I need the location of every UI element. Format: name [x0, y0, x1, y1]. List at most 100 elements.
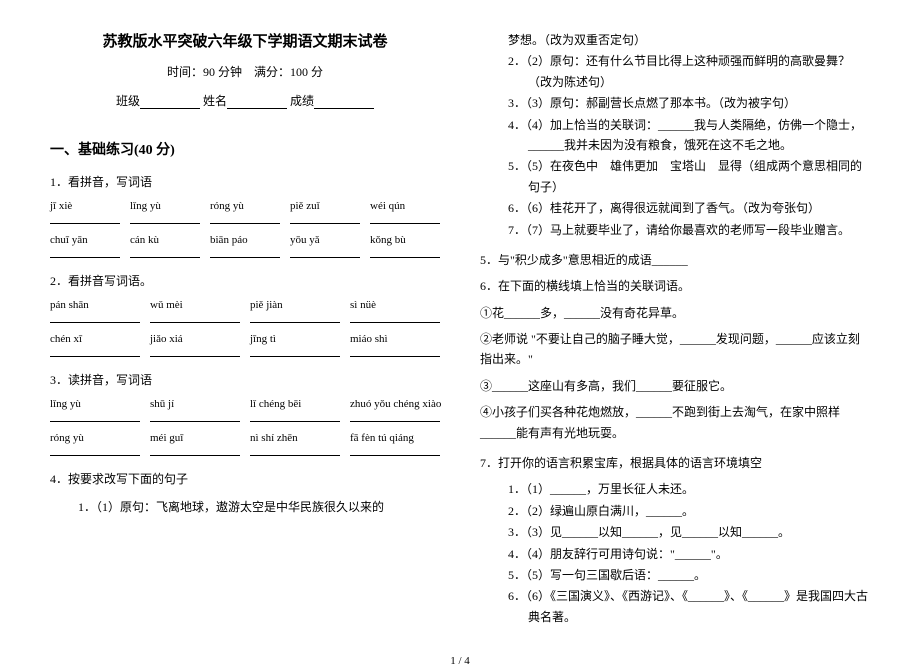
q4-item-text: （1）原句：飞离地球，遨游太空是中华民族很久以来的	[96, 500, 384, 514]
pinyin-cell: fā fèn tú qiáng	[350, 432, 440, 444]
answer-blank	[210, 248, 280, 258]
question-4: 4．按要求改写下面的句子 1．（1）原句：飞离地球，遨游太空是中华民族很久以来的	[50, 470, 440, 517]
q2-pinyin-row-1: pán shān wǔ mèi piě jiàn sì nüè	[50, 299, 440, 311]
q6-line: ②老师说 "不要让自己的脑子睡大觉，______发现问题，______应该立刻指…	[480, 329, 870, 370]
pinyin-cell: pán shān	[50, 299, 140, 311]
list-item: 3．（3）见______以知______，见______以知______。	[508, 522, 870, 542]
answer-blank	[50, 214, 120, 224]
pinyin-cell: sì nüè	[350, 299, 440, 311]
answer-blank	[210, 214, 280, 224]
pinyin-cell: chuī yān	[50, 234, 120, 246]
q1-label: 1．看拼音，写词语	[50, 173, 440, 190]
q4-item-text: （7）马上就要毕业了，请给你最喜欢的老师写一段毕业赠言。	[526, 223, 850, 237]
pinyin-cell: piě zuǐ	[290, 200, 360, 212]
list-item: 梦想。（改为双重否定句）	[508, 30, 870, 50]
answer-blank	[150, 412, 240, 422]
list-item: 1．（1）原句：飞离地球，遨游太空是中华民族很久以来的	[78, 497, 440, 517]
q4-items: 1．（1）原句：飞离地球，遨游太空是中华民族很久以来的	[50, 497, 440, 517]
field-class-blank	[140, 95, 200, 109]
right-column: 梦想。（改为双重否定句） 2．（2）原句：还有什么节目比得上这种顽强而鲜明的高歌…	[480, 30, 870, 637]
q7-item-text: （4）朋友辞行可用诗句说："______"。	[526, 547, 728, 561]
question-6: 6．在下面的横线填上恰当的关联词语。 ①花______多，______没有奇花异…	[480, 276, 870, 443]
exam-title: 苏教版水平突破六年级下学期语文期末试卷	[50, 30, 440, 51]
q4-label: 4．按要求改写下面的句子	[50, 470, 440, 487]
q5: 5．与"积少成多"意思相近的成语______	[480, 250, 870, 270]
student-fields: 班级 姓名 成绩	[50, 92, 440, 109]
left-column: 苏教版水平突破六年级下学期语文期末试卷 时间：90 分钟 满分：100 分 班级…	[50, 30, 440, 637]
q4-item-text: （2）原句：还有什么节目比得上这种顽强而鲜明的高歌曼舞？（改为陈述句）	[526, 54, 850, 88]
answer-blank	[250, 446, 340, 456]
q6-line: ③______这座山有多高，我们______要征服它。	[480, 376, 870, 396]
pinyin-cell: lǐng yù	[130, 200, 200, 212]
q7-items: 1．（1）______，万里长征人未还。 2．（2）绿遍山原白满川，______…	[480, 479, 870, 627]
pinyin-cell: piě jiàn	[250, 299, 340, 311]
answer-blank	[350, 313, 440, 323]
list-item: 5．（5）写一句三国歇后语：______。	[508, 565, 870, 585]
question-2: 2．看拼音写词语。 pán shān wǔ mèi piě jiàn sì nü…	[50, 272, 440, 357]
q2-pinyin-row-2: chén xī jiǎo xiá jīng tì miáo shì	[50, 333, 440, 345]
field-name-label: 姓名	[203, 94, 227, 108]
answer-blank	[50, 347, 140, 357]
exam-meta: 时间：90 分钟 满分：100 分	[50, 63, 440, 80]
answer-blank	[50, 248, 120, 258]
answer-blank	[290, 214, 360, 224]
q3-label: 3．读拼音，写词语	[50, 371, 440, 388]
answer-blank	[370, 248, 440, 258]
q7-label: 7．打开你的语言积累宝库，根据具体的语言环境填空	[480, 453, 870, 473]
section1-heading: 一、基础练习(40 分)	[50, 139, 440, 159]
answer-blank	[250, 412, 340, 422]
answer-blank-row	[50, 347, 440, 357]
pinyin-cell: lǐng yù	[50, 398, 140, 410]
list-item: 6．（6）桂花开了，离得很远就闻到了香气。（改为夸张句）	[508, 198, 870, 218]
answer-blank	[250, 347, 340, 357]
pinyin-cell: yōu yǎ	[290, 234, 360, 246]
pinyin-cell: miáo shì	[350, 333, 440, 345]
pinyin-cell: chén xī	[50, 333, 140, 345]
q7-item-text: （3）见______以知______，见______以知______。	[526, 525, 790, 539]
pinyin-cell: nì shí zhēn	[250, 432, 340, 444]
q7-item-text: （5）写一句三国歇后语：______。	[526, 568, 706, 582]
q6-line: ①花______多，______没有奇花异草。	[480, 303, 870, 323]
list-item: 2．（2）绿遍山原白满川，______。	[508, 501, 870, 521]
pinyin-cell: jī xiè	[50, 200, 120, 212]
answer-blank-row	[50, 412, 440, 422]
list-item: 3．（3）原句：郝副营长点燃了那本书。（改为被字句）	[508, 93, 870, 113]
answer-blank	[250, 313, 340, 323]
q4-item-text: （4）加上恰当的关联词：______我与人类隔绝，仿佛一个隐士，______我并…	[526, 118, 862, 152]
field-score-blank	[314, 95, 374, 109]
question-7: 7．打开你的语言积累宝库，根据具体的语言环境填空 1．（1）______，万里长…	[480, 453, 870, 627]
answer-blank	[130, 214, 200, 224]
q1-pinyin-row-2: chuī yān cán kù biān páo yōu yǎ kǒng bù	[50, 234, 440, 246]
answer-blank	[290, 248, 360, 258]
list-item: 7．（7）马上就要毕业了，请给你最喜欢的老师写一段毕业赠言。	[508, 220, 870, 240]
q4-continued: 梦想。（改为双重否定句） 2．（2）原句：还有什么节目比得上这种顽强而鲜明的高歌…	[480, 30, 870, 240]
answer-blank	[350, 446, 440, 456]
list-item: 2．（2）原句：还有什么节目比得上这种顽强而鲜明的高歌曼舞？（改为陈述句）	[508, 51, 870, 92]
answer-blank	[130, 248, 200, 258]
q7-item-text: （2）绿遍山原白满川，______。	[526, 504, 694, 518]
pinyin-cell: shū jí	[150, 398, 240, 410]
answer-blank	[50, 446, 140, 456]
answer-blank	[150, 446, 240, 456]
q6-line: ④小孩子们买各种花炮燃放，______不跑到街上去淘气，在家中照样______能…	[480, 402, 870, 443]
list-item: 5．（5）在夜色中 雄伟更加 宝塔山 显得（组成两个意思相同的句子）	[508, 156, 870, 197]
answer-blank	[350, 347, 440, 357]
field-class-label: 班级	[116, 94, 140, 108]
answer-blank-row	[50, 214, 440, 224]
answer-blank-row	[50, 313, 440, 323]
q4-item-text: （5）在夜色中 雄伟更加 宝塔山 显得（组成两个意思相同的句子）	[526, 159, 862, 193]
field-score-label: 成绩	[290, 94, 314, 108]
pinyin-cell: róng yù	[210, 200, 280, 212]
q4-item-text: （3）原句：郝副营长点燃了那本书。（改为被字句）	[526, 96, 796, 110]
pinyin-cell: jīng tì	[250, 333, 340, 345]
q1-pinyin-row-1: jī xiè lǐng yù róng yù piě zuǐ wéi qún	[50, 200, 440, 212]
pinyin-cell: zhuó yǒu chéng xiào	[350, 398, 440, 410]
answer-blank	[150, 347, 240, 357]
question-1: 1．看拼音，写词语 jī xiè lǐng yù róng yù piě zuǐ…	[50, 173, 440, 258]
pinyin-cell: wéi qún	[370, 200, 440, 212]
pinyin-cell: jiǎo xiá	[150, 333, 240, 345]
list-item: 1．（1）______，万里长征人未还。	[508, 479, 870, 499]
answer-blank	[50, 313, 140, 323]
pinyin-cell: kǒng bù	[370, 234, 440, 246]
answer-blank	[50, 412, 140, 422]
